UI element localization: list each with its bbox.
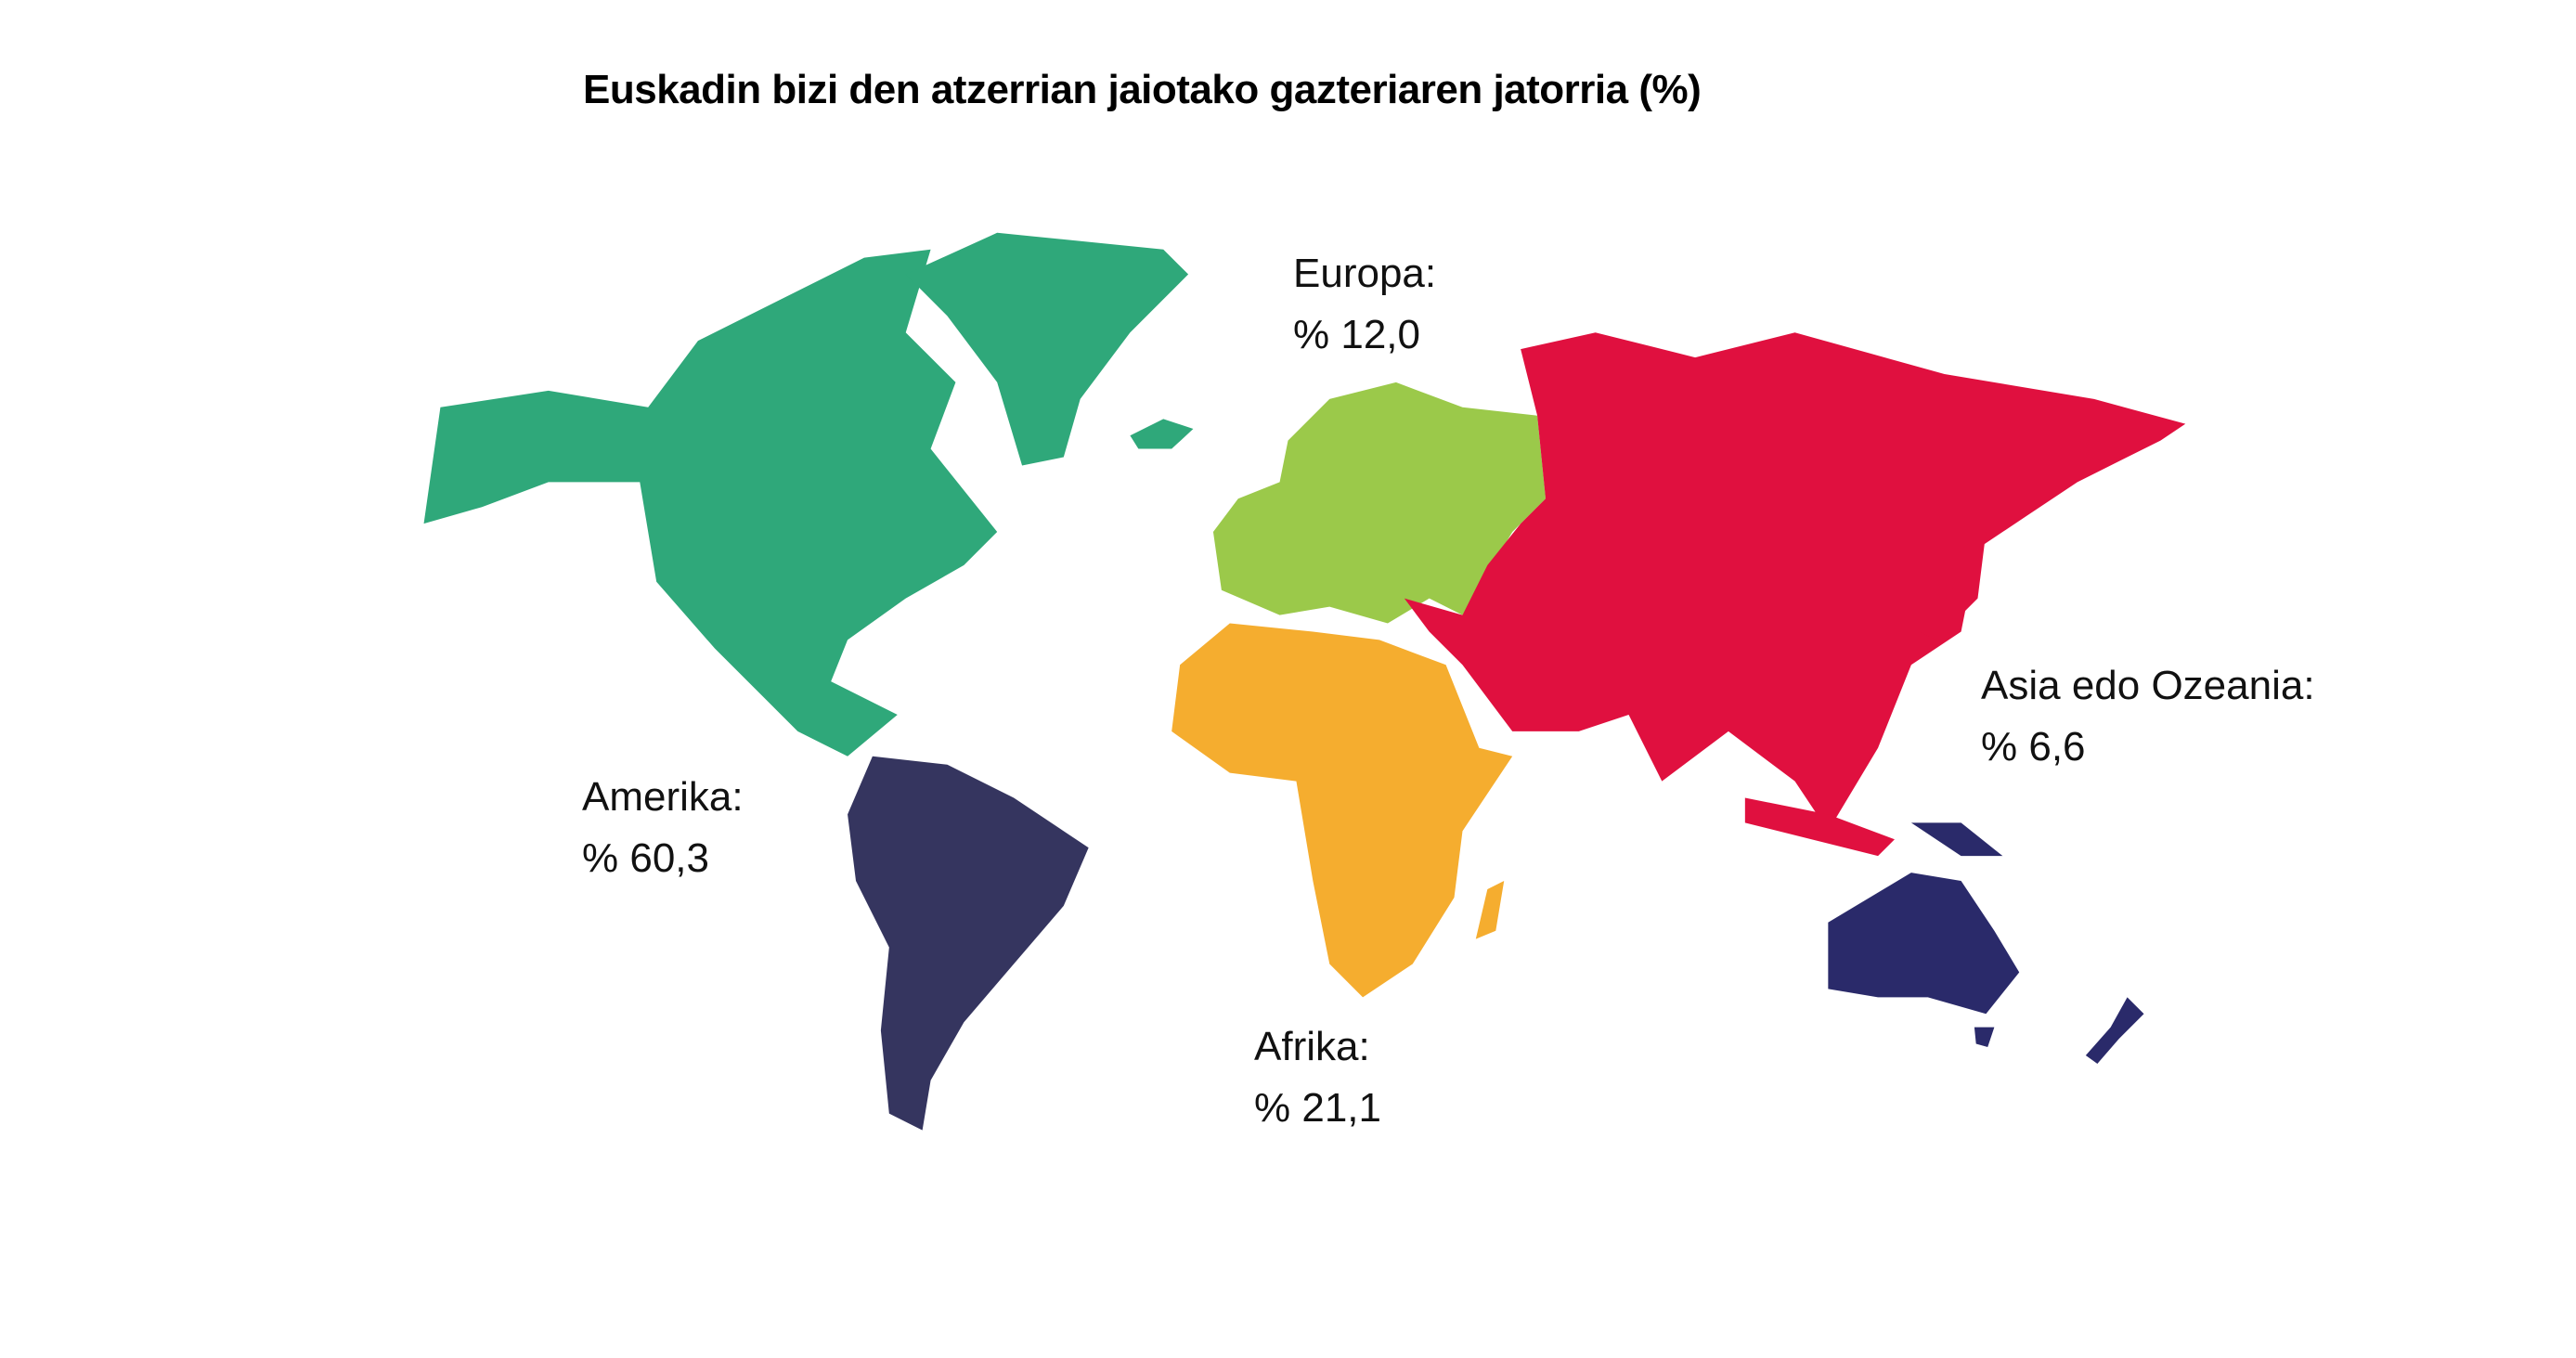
asia-label: Asia edo Ozeania: % 6,6: [1981, 655, 2315, 778]
south-america-shape: [848, 756, 1089, 1131]
africa-name: Afrika:: [1254, 1024, 1370, 1069]
north-america-shape: [423, 249, 998, 757]
asia-shape: [1404, 332, 2186, 832]
africa-label: Afrika: % 21,1: [1254, 1016, 1381, 1139]
southeast-asia-islands-shape: [1744, 797, 1895, 857]
europe-label: Europa: % 12,0: [1293, 243, 1436, 366]
europe-name: Europa:: [1293, 251, 1437, 296]
europe-value: % 12,0: [1293, 312, 1420, 357]
new-guinea-shape: [1910, 822, 2003, 857]
america-label: Amerika: % 60,3: [582, 767, 744, 889]
asia-name: Asia edo Ozeania:: [1981, 663, 2315, 708]
australia-shape: [1828, 873, 2020, 1015]
new-zealand-shape: [2085, 997, 2144, 1064]
madagascar-shape: [1475, 881, 1505, 939]
iceland-shape: [1130, 419, 1194, 449]
europe-shape: [1212, 382, 1546, 624]
tasmania-shape: [1974, 1027, 1995, 1048]
america-value: % 60,3: [582, 835, 709, 881]
america-name: Amerika:: [582, 774, 744, 820]
asia-value: % 6,6: [1981, 724, 2086, 770]
japan-shape: [1919, 532, 1987, 640]
africa-shape: [1171, 623, 1513, 998]
africa-value: % 21,1: [1254, 1085, 1381, 1131]
greenland-shape: [905, 232, 1189, 466]
map-title: Euskadin bizi den atzerrian jaiotako gaz…: [583, 67, 1702, 112]
